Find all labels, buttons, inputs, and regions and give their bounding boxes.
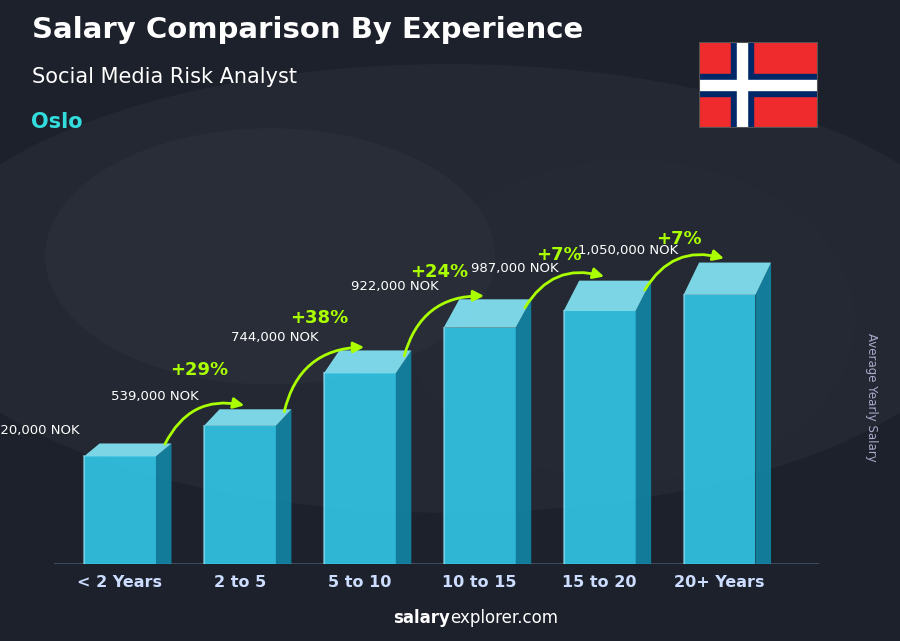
- Polygon shape: [563, 311, 635, 564]
- Text: 539,000 NOK: 539,000 NOK: [112, 390, 199, 403]
- Text: Salary Comparison By Experience: Salary Comparison By Experience: [32, 16, 583, 44]
- Polygon shape: [563, 281, 651, 311]
- Text: Average Yearly Salary: Average Yearly Salary: [865, 333, 878, 462]
- Text: Social Media Risk Analyst: Social Media Risk Analyst: [32, 67, 296, 87]
- Text: +38%: +38%: [290, 309, 348, 327]
- Polygon shape: [635, 281, 651, 564]
- Text: 922,000 NOK: 922,000 NOK: [351, 280, 439, 294]
- Polygon shape: [84, 444, 172, 456]
- Bar: [698, 79, 818, 90]
- Ellipse shape: [405, 160, 855, 481]
- Polygon shape: [683, 295, 755, 564]
- Polygon shape: [84, 456, 156, 564]
- Text: 987,000 NOK: 987,000 NOK: [472, 262, 559, 274]
- Polygon shape: [324, 351, 411, 373]
- Text: 744,000 NOK: 744,000 NOK: [231, 331, 319, 344]
- Ellipse shape: [45, 128, 495, 385]
- Polygon shape: [156, 444, 172, 564]
- Polygon shape: [324, 373, 396, 564]
- Polygon shape: [396, 351, 411, 564]
- Polygon shape: [204, 426, 275, 564]
- Text: explorer.com: explorer.com: [450, 609, 558, 627]
- Polygon shape: [683, 263, 771, 295]
- Text: 420,000 NOK: 420,000 NOK: [0, 424, 79, 437]
- Text: Oslo: Oslo: [32, 112, 83, 132]
- Polygon shape: [516, 299, 531, 564]
- Text: salary: salary: [393, 609, 450, 627]
- Polygon shape: [275, 410, 292, 564]
- Ellipse shape: [0, 64, 900, 513]
- Polygon shape: [444, 328, 516, 564]
- Polygon shape: [204, 410, 292, 426]
- Text: +7%: +7%: [656, 230, 702, 248]
- Text: +29%: +29%: [170, 362, 229, 379]
- Text: +24%: +24%: [410, 263, 468, 281]
- Text: +7%: +7%: [536, 246, 582, 264]
- Polygon shape: [444, 299, 531, 328]
- Polygon shape: [755, 263, 771, 564]
- Bar: [731, 42, 752, 128]
- Bar: [698, 74, 818, 96]
- Bar: [736, 42, 747, 128]
- Text: 1,050,000 NOK: 1,050,000 NOK: [579, 244, 679, 256]
